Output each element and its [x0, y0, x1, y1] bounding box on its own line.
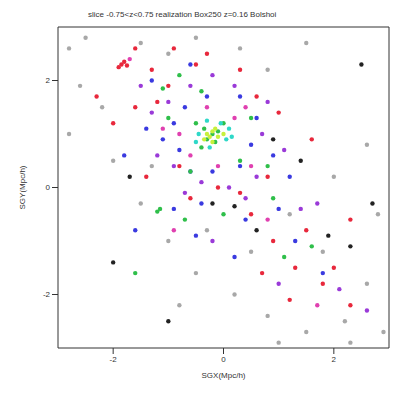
svg-text:0: 0 — [46, 183, 51, 192]
svg-text:-2: -2 — [43, 290, 51, 299]
html-text:slice -0.75<z<0.75 realization: slice -0.75<z<0.75 realization Box250 z=… — [88, 10, 277, 19]
svg-text:-2: -2 — [110, 355, 118, 364]
svg-text:SGY(Mpc/h): SGY(Mpc/h) — [18, 165, 27, 209]
svg-text:2: 2 — [332, 355, 337, 364]
svg-text:2: 2 — [46, 76, 51, 85]
svg-text:SGX(Mpc/h): SGX(Mpc/h) — [201, 371, 245, 380]
svg-text:0: 0 — [221, 355, 226, 364]
